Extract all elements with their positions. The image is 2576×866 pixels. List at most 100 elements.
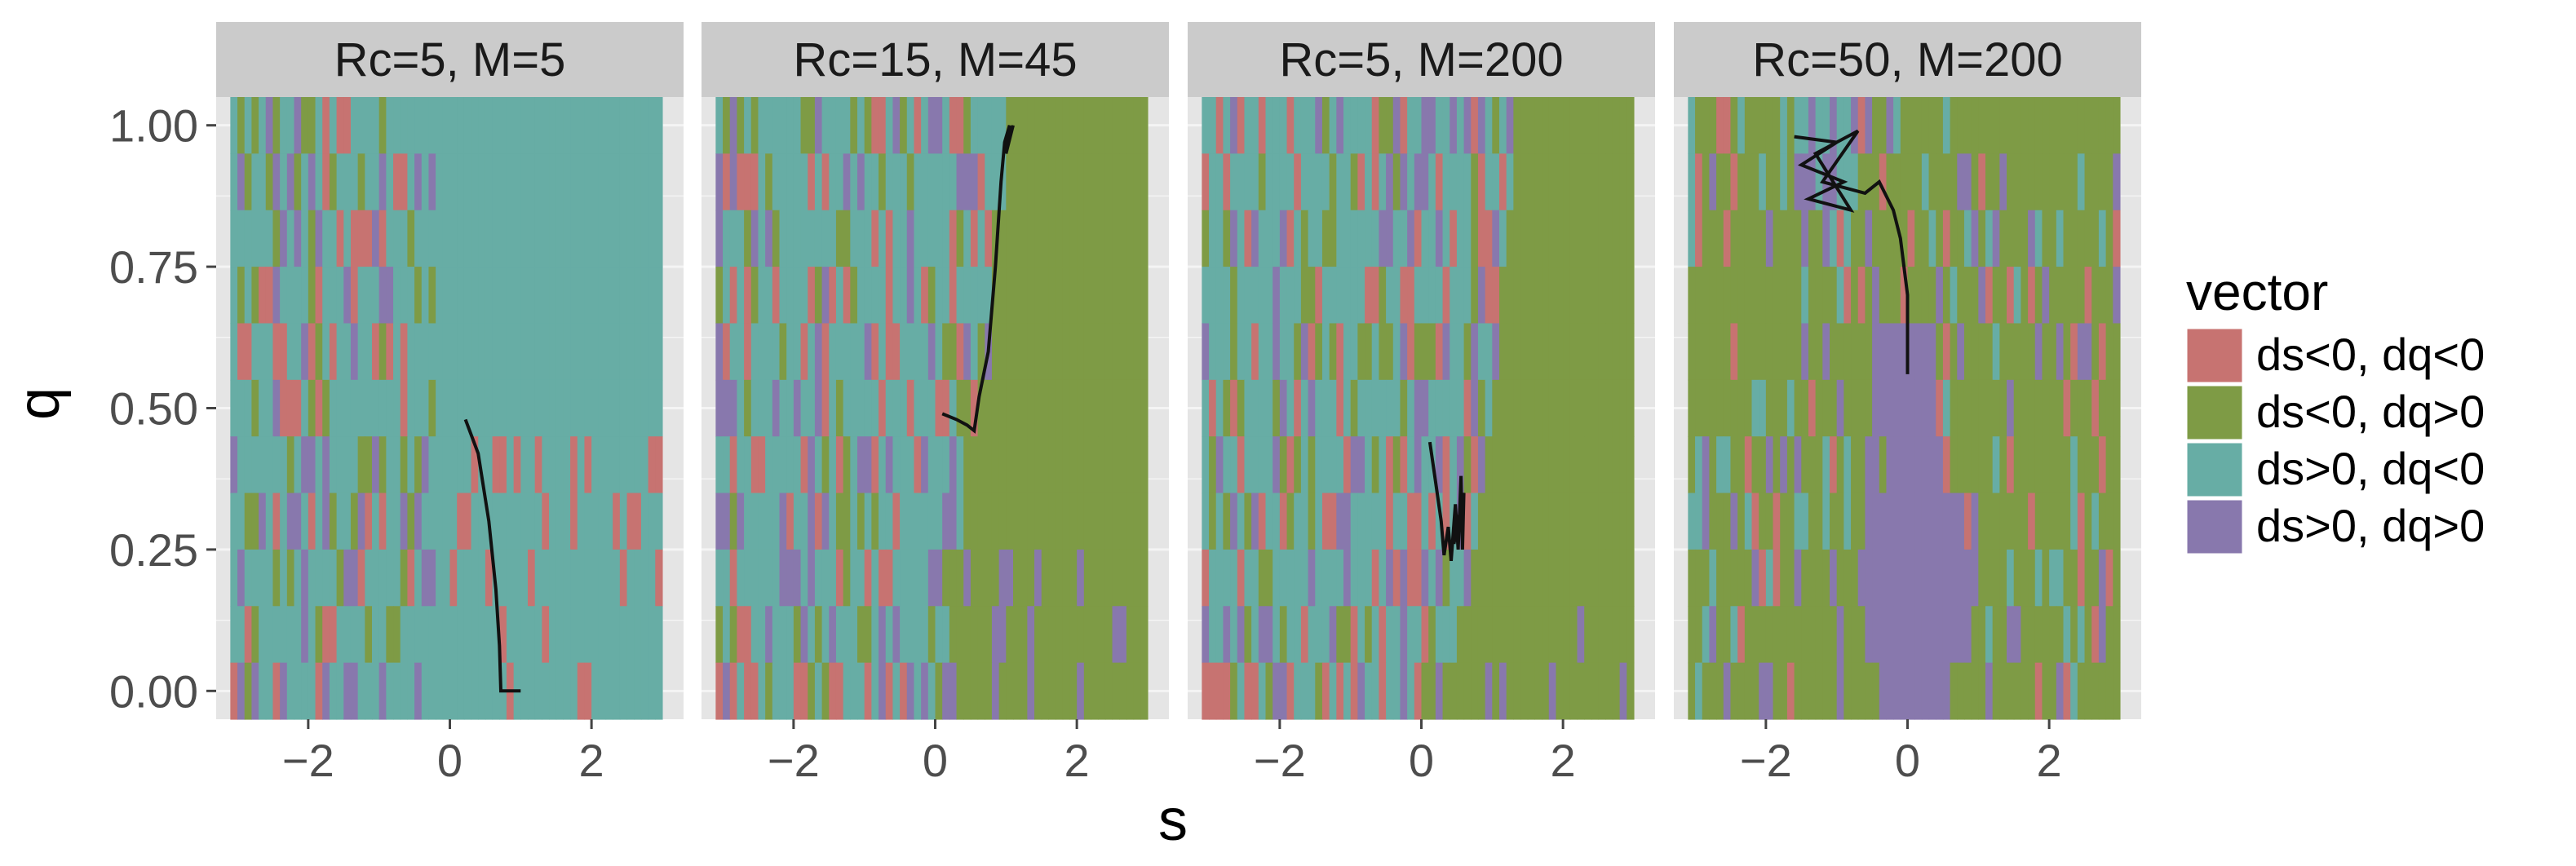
heatmap-cell: [2084, 97, 2092, 154]
heatmap-cell: [1893, 606, 1901, 664]
heatmap-cell: [1485, 379, 1493, 437]
heatmap-cell: [1209, 662, 1217, 720]
heatmap-cell: [779, 606, 787, 664]
heatmap-cell: [598, 97, 607, 154]
heatmap-cell: [1780, 549, 1788, 607]
heatmap-cell: [350, 323, 359, 381]
heatmap-cell: [998, 606, 1007, 664]
heatmap-cell: [1584, 662, 1592, 720]
heatmap-cell: [457, 493, 465, 550]
heatmap-cell: [251, 436, 259, 494]
heatmap-cell: [1140, 323, 1149, 381]
heatmap-cell: [1872, 97, 1880, 154]
heatmap-cell: [800, 267, 808, 325]
heatmap-cell: [1534, 493, 1543, 550]
heatmap-cell: [230, 210, 238, 267]
heatmap-cell: [1069, 153, 1078, 211]
x-tick-label: 0: [1895, 735, 1920, 786]
heatmap-cell: [421, 153, 430, 211]
heatmap-cell: [1744, 606, 1753, 664]
heatmap-cell: [1499, 153, 1507, 211]
heatmap-cell: [927, 267, 936, 325]
heatmap-cell: [1056, 97, 1064, 154]
heatmap-cell: [1365, 210, 1373, 267]
heatmap-cell: [1013, 323, 1021, 381]
heatmap-cell: [1957, 210, 1965, 267]
heatmap-cell: [1485, 493, 1493, 550]
heatmap-cell: [1563, 210, 1571, 267]
facet-panel: Rc=15, M=45−2 0 2: [702, 22, 1169, 786]
heatmap-cell: [991, 549, 1000, 607]
heatmap-cell: [655, 493, 663, 550]
heatmap-cell: [2034, 549, 2043, 607]
heatmap-cell: [1421, 493, 1429, 550]
heatmap-cell: [308, 493, 316, 550]
heatmap-cell: [1350, 606, 1358, 664]
heatmap-cell: [1843, 662, 1852, 720]
heatmap-cell: [1237, 379, 1246, 437]
heatmap-cell: [1936, 153, 1944, 211]
heatmap-cell: [1048, 662, 1056, 720]
heatmap-cell: [723, 662, 731, 720]
heatmap-cell: [1971, 323, 1979, 381]
heatmap-cell: [900, 97, 908, 154]
heatmap-cell: [1999, 379, 2007, 437]
heatmap-cell: [1999, 97, 2007, 154]
heatmap-cell: [2007, 379, 2015, 437]
heatmap-cell: [715, 153, 724, 211]
heatmap-cell: [2084, 323, 2092, 381]
heatmap-cell: [737, 153, 745, 211]
heatmap-cell: [1985, 210, 1994, 267]
heatmap-cell: [528, 323, 536, 381]
heatmap-cell: [1584, 153, 1592, 211]
heatmap-cell: [729, 323, 738, 381]
heatmap-cell: [1843, 436, 1852, 494]
heatmap-cell: [750, 436, 759, 494]
heatmap-cell: [1591, 549, 1600, 607]
heatmap-cell: [1605, 606, 1613, 664]
heatmap-cell: [963, 493, 972, 550]
heatmap-cell: [1379, 549, 1387, 607]
heatmap-cell: [534, 493, 542, 550]
heatmap-cell: [1534, 606, 1543, 664]
heatmap-cell: [1780, 436, 1788, 494]
heatmap-cell: [421, 606, 430, 664]
heatmap-cell: [2070, 267, 2078, 325]
heatmap-cell: [280, 436, 288, 494]
x-tick-label: 2: [579, 735, 604, 786]
heatmap-cell: [280, 549, 288, 607]
heatmap-cell: [1300, 662, 1309, 720]
heatmap-cell: [1041, 97, 1050, 154]
heatmap-cell: [1251, 436, 1259, 494]
heatmap-cell: [864, 606, 872, 664]
heatmap-cell: [1857, 436, 1866, 494]
heatmap-cell: [1605, 493, 1613, 550]
heatmap-cell: [1527, 210, 1536, 267]
heatmap-cell: [1548, 379, 1557, 437]
legend-swatch: [2184, 326, 2245, 385]
heatmap-cell: [1308, 267, 1316, 325]
heatmap-cell: [542, 323, 550, 381]
heatmap-cell: [1321, 436, 1330, 494]
heatmap-cell: [892, 323, 901, 381]
heatmap-cell: [914, 436, 922, 494]
heatmap-cell: [821, 97, 830, 154]
heatmap-cell: [2113, 97, 2121, 154]
heatmap-cell: [1971, 153, 1979, 211]
heatmap-cell: [1202, 493, 1210, 550]
heatmap-cell: [1112, 549, 1120, 607]
heatmap-cell: [1112, 662, 1120, 720]
heatmap-cell: [1077, 153, 1085, 211]
heatmap-cell: [372, 493, 380, 550]
heatmap-cell: [591, 493, 600, 550]
heatmap-cell: [1534, 267, 1543, 325]
heatmap-cell: [772, 97, 781, 154]
heatmap-cell: [942, 662, 950, 720]
heatmap-cell: [2042, 379, 2050, 437]
heatmap-cell: [442, 97, 451, 154]
heatmap-cell: [715, 493, 724, 550]
heatmap-cell: [1300, 379, 1309, 437]
heatmap-cell: [991, 97, 1000, 154]
heatmap-cell: [1928, 153, 1936, 211]
heatmap-cell: [942, 153, 950, 211]
